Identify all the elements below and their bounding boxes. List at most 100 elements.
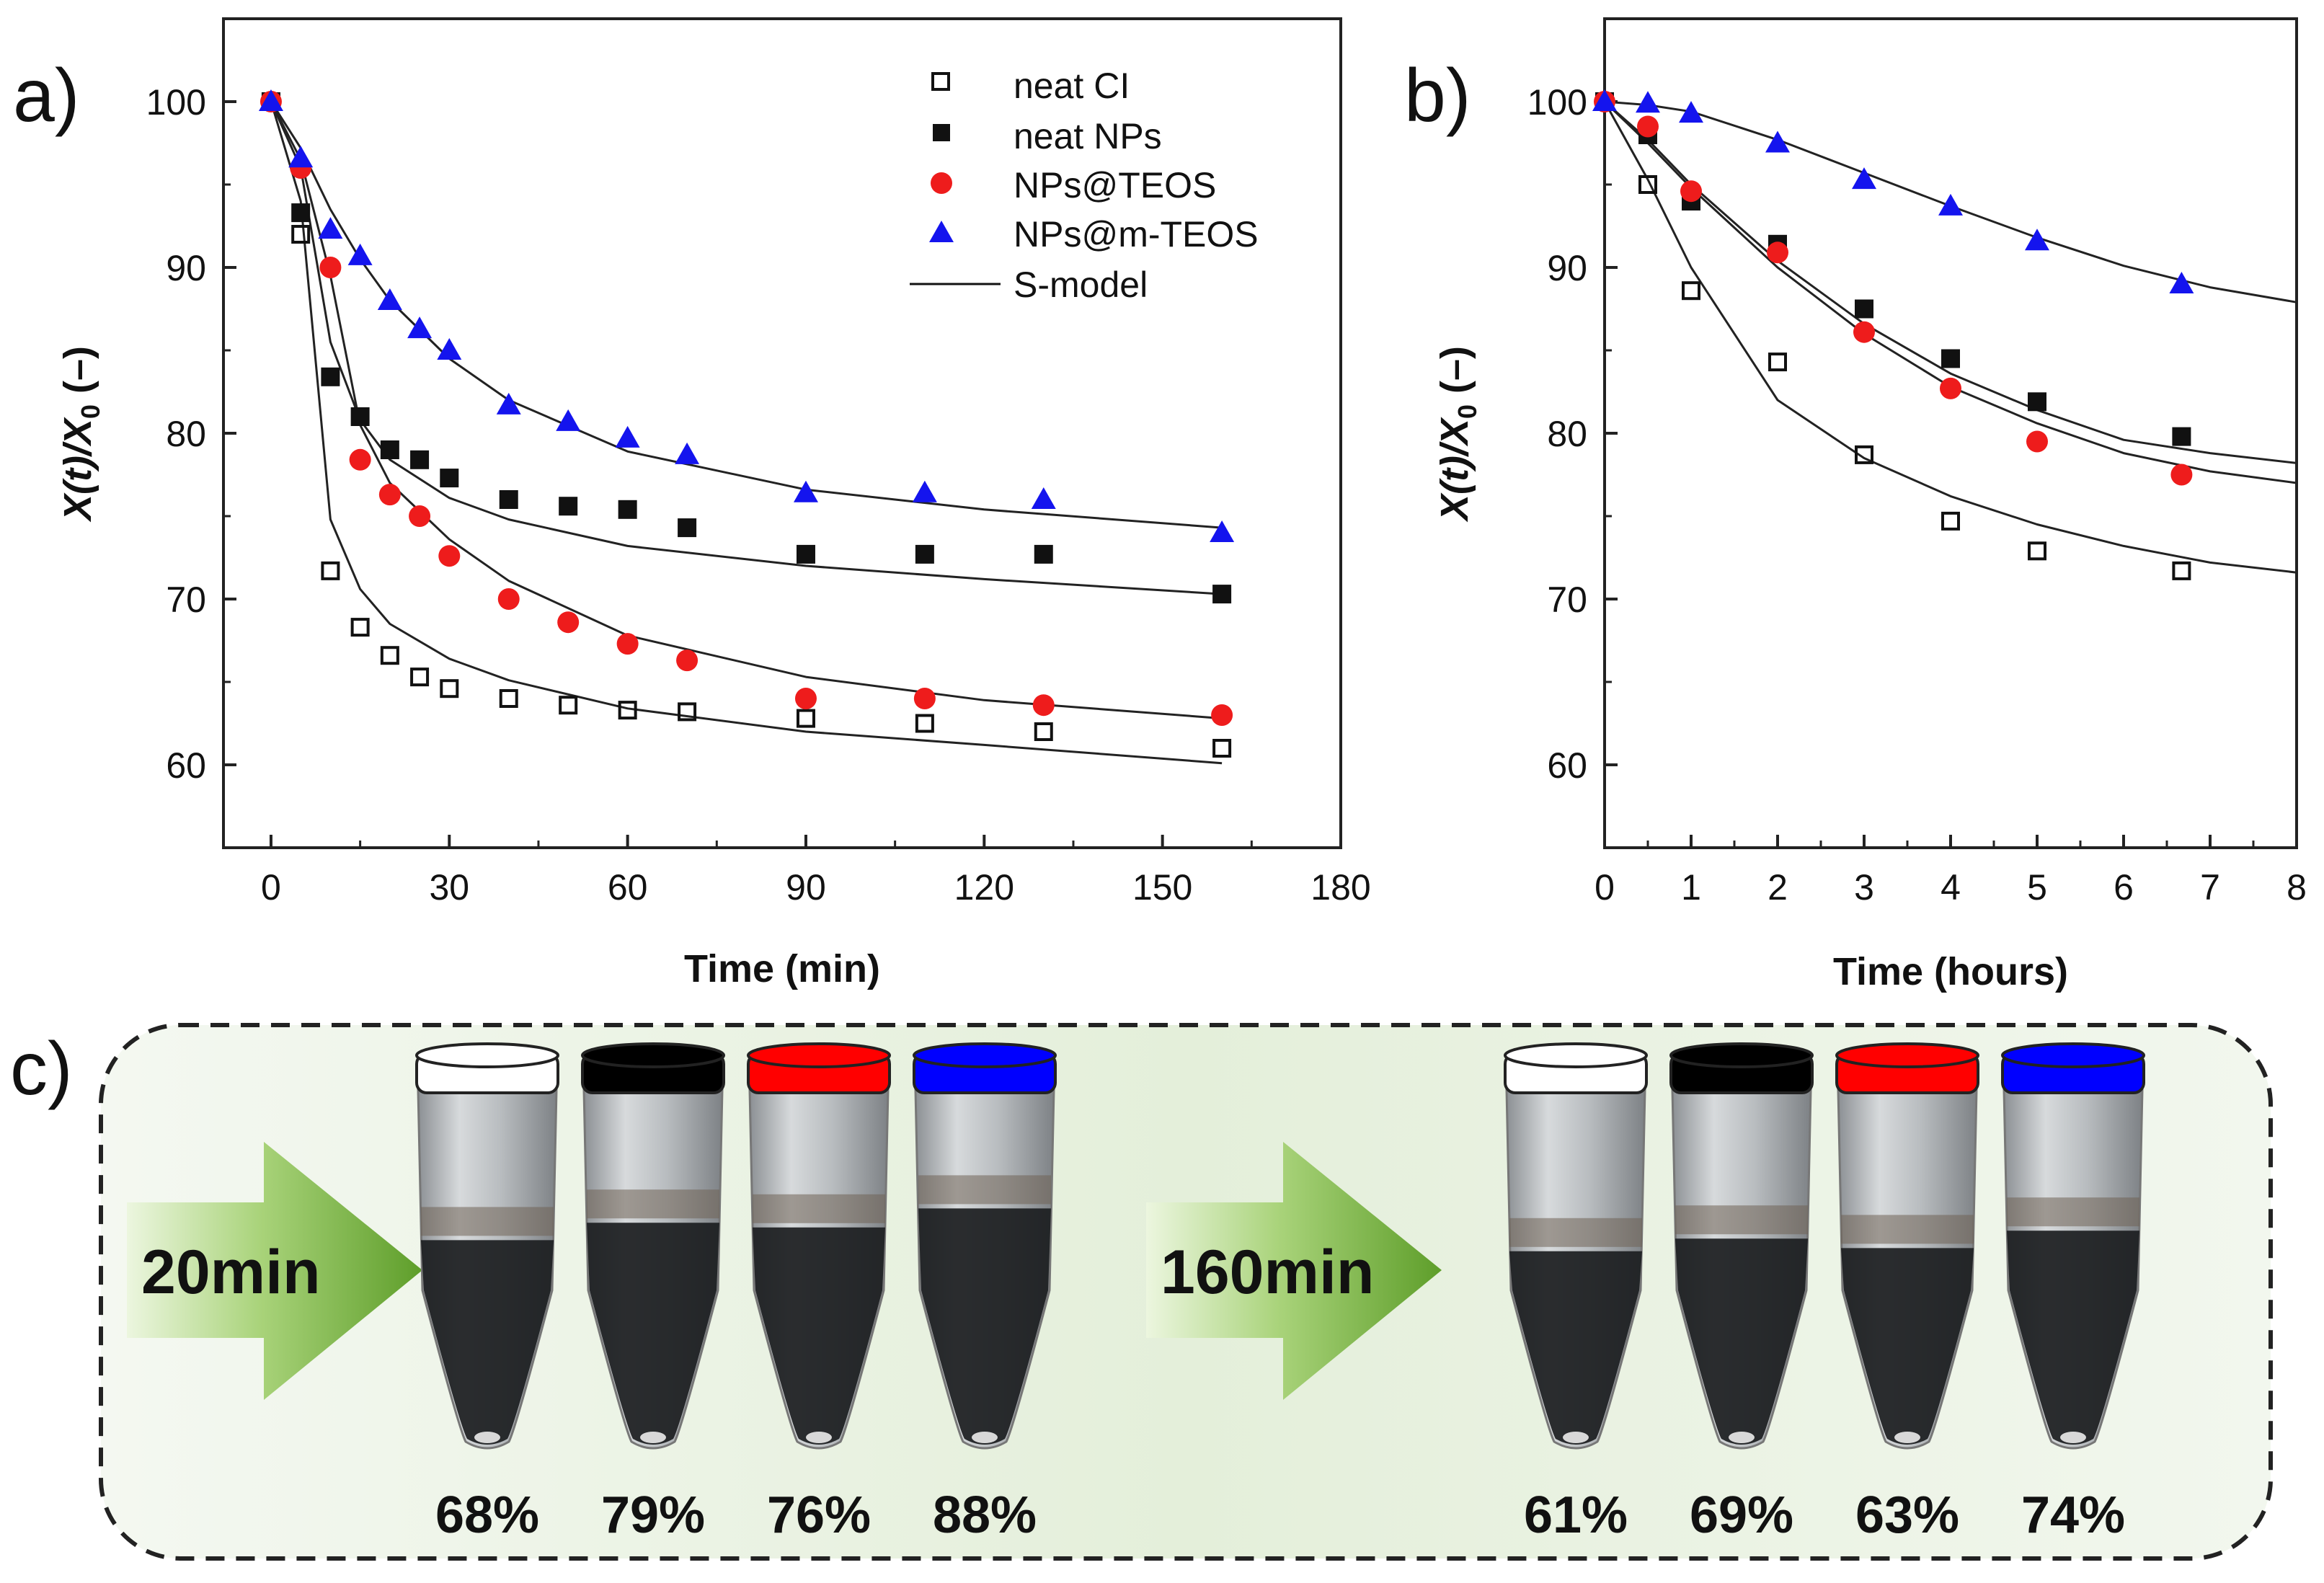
chart-b-ytick-label: 70 bbox=[1547, 580, 1587, 620]
chart-b-xtick-label: 1 bbox=[1681, 867, 1701, 908]
legend-label-nps-m-teos: NPs@m-TEOS bbox=[1014, 214, 1259, 254]
chart-a-point-nps-teos bbox=[319, 257, 342, 278]
chart-b-xtick-label: 5 bbox=[2027, 867, 2047, 908]
chart-b-frame bbox=[1603, 17, 2298, 849]
chart-a-point-neat-nps bbox=[380, 440, 399, 459]
legend-marker-nps-teos bbox=[931, 172, 952, 194]
chart-a-point-nps-m-teos bbox=[556, 409, 581, 431]
chart-a-xtick-label: 0 bbox=[261, 867, 281, 908]
tube-cap-top bbox=[415, 1042, 559, 1068]
tube-tip bbox=[640, 1432, 666, 1443]
chart-b-point-nps-teos bbox=[1940, 377, 1961, 399]
chart-b-xtick-label: 7 bbox=[2200, 867, 2220, 908]
chart-b-point-neat-ci bbox=[1941, 511, 1960, 531]
tube-cap-top bbox=[913, 1042, 1057, 1068]
chart-a-point-neat-nps bbox=[618, 500, 637, 519]
chart-a-point-nps-m-teos bbox=[912, 480, 937, 502]
tube-sediment bbox=[1675, 1238, 1808, 1445]
ylabel-b-part1: X( bbox=[1433, 477, 1476, 523]
ylabel-b-t: t bbox=[1433, 467, 1476, 482]
chart-b-point-nps-m-teos bbox=[1679, 101, 1703, 123]
chart-a-ylabel: X(t)/X0 (–) bbox=[56, 346, 105, 523]
chart-a-point-neat-ci bbox=[380, 646, 399, 665]
tube-cap-top bbox=[1835, 1042, 1979, 1068]
panel-label-a: a) bbox=[13, 54, 79, 138]
tube-1-1: 69% bbox=[1669, 1042, 1814, 1544]
chart-a-model-neat-nps bbox=[270, 101, 1223, 595]
tube-1-3: 74% bbox=[2001, 1042, 2145, 1544]
chart-b-point-neat-ci bbox=[1768, 352, 1787, 372]
tube-1-0: 61% bbox=[1504, 1042, 1648, 1544]
legend-marker-nps-m-teos bbox=[929, 221, 954, 242]
ylabel-a-part1: X( bbox=[56, 477, 99, 523]
chart-a-point-neat-nps bbox=[796, 544, 815, 564]
chart-b: 0 1 2 3 4 5 6 7 8 60 70 80 90 100 Time (hours) X(t)/X… bbox=[1433, 17, 2307, 993]
chart-a-points bbox=[258, 89, 1235, 758]
tube-sediment bbox=[587, 1223, 719, 1445]
arrow-0 bbox=[127, 1142, 422, 1400]
tube-percent: 68% bbox=[435, 1486, 539, 1544]
chart-a-point-nps-teos bbox=[1032, 694, 1055, 717]
chart-a-point-nps-teos bbox=[438, 545, 461, 567]
chart-a-point-nps-m-teos bbox=[1031, 487, 1056, 509]
tube-percent: 63% bbox=[1855, 1486, 1959, 1544]
chart-a-ytick-label: 70 bbox=[166, 580, 206, 620]
chart-a-point-nps-teos bbox=[497, 588, 520, 610]
chart-a-point-neat-ci bbox=[1034, 722, 1053, 741]
chart-b-point-neat-nps bbox=[2028, 392, 2046, 412]
chart-a-point-nps-m-teos bbox=[1210, 520, 1235, 542]
tube-percent: 88% bbox=[933, 1486, 1037, 1544]
chart-a: 0 30 60 90 120 150 180 60 70 80 90 100 Time (min) X… bbox=[56, 17, 1371, 990]
chart-a-point-neat-ci bbox=[291, 225, 311, 244]
tube-percent: 76% bbox=[767, 1486, 871, 1544]
chart-a-point-neat-ci bbox=[321, 561, 340, 580]
legend-label-nps-teos: NPs@TEOS bbox=[1014, 165, 1216, 205]
chart-b-point-neat-nps bbox=[2172, 427, 2191, 446]
chart-b-point-neat-ci bbox=[1682, 281, 1700, 301]
chart-b-ytick-label: 100 bbox=[1527, 82, 1587, 123]
chart-a-point-neat-ci bbox=[440, 679, 459, 699]
chart-a-point-neat-ci bbox=[499, 689, 518, 708]
chart-b-point-nps-m-teos bbox=[1852, 167, 1876, 190]
chart-b-point-nps-teos bbox=[2170, 464, 2193, 486]
chart-a-point-nps-teos bbox=[1211, 704, 1233, 726]
ylabel-b-sub: 0 bbox=[1452, 404, 1482, 419]
chart-a-point-nps-teos bbox=[913, 688, 936, 709]
ylabel-a-part2: )/X bbox=[56, 417, 99, 472]
chart-b-point-neat-nps bbox=[1941, 349, 1960, 368]
chart-b-point-nps-teos bbox=[1637, 115, 1659, 138]
chart-a-point-nps-m-teos bbox=[496, 392, 521, 414]
tube-sediment bbox=[918, 1208, 1051, 1445]
chart-b-point-neat-ci bbox=[2028, 541, 2046, 561]
chart-a-point-neat-nps bbox=[559, 497, 578, 516]
chart-b-model-neat-ci bbox=[1603, 101, 2297, 574]
tube-percent: 79% bbox=[601, 1486, 705, 1544]
chart-b-ytick-label: 60 bbox=[1547, 745, 1587, 786]
chart-a-point-nps-teos bbox=[557, 611, 580, 634]
chart-a-ytick-label: 60 bbox=[166, 745, 206, 786]
tube-cap-top bbox=[581, 1042, 725, 1068]
chart-b-xtick-label: 2 bbox=[1768, 867, 1788, 908]
tube-0-1: 79% bbox=[581, 1042, 725, 1544]
chart-a-point-neat-ci bbox=[915, 714, 934, 733]
tubes: 68% 79% 76% 88% 61% 69% 63% 74% bbox=[415, 1042, 2145, 1544]
chart-a-point-neat-nps bbox=[915, 544, 934, 564]
ylabel-a-tail: (–) bbox=[56, 346, 99, 404]
chart-a-ytick-label: 80 bbox=[166, 414, 206, 454]
chart-a-point-nps-m-teos bbox=[258, 89, 283, 111]
chart-a-point-nps-m-teos bbox=[675, 442, 700, 464]
chart-b-xtick-label: 3 bbox=[1854, 867, 1874, 908]
chart-b-xtick-label: 6 bbox=[2114, 867, 2134, 908]
chart-b-point-nps-teos bbox=[1680, 180, 1702, 203]
legend-label-neat-ci: neat CI bbox=[1014, 66, 1130, 106]
ylabel-a-sub: 0 bbox=[76, 404, 105, 419]
tube-cap-top bbox=[1504, 1042, 1648, 1068]
chart-b-xtick-label: 4 bbox=[1941, 867, 1961, 908]
chart-a-xtick-label: 60 bbox=[608, 867, 648, 908]
chart-b-point-nps-m-teos bbox=[1765, 130, 1790, 153]
tube-tip bbox=[1563, 1432, 1589, 1443]
legend: neat CI neat NPs NPs@TEOS NPs@m-TEOS S-m… bbox=[910, 66, 1259, 305]
chart-b-point-neat-ci bbox=[2172, 561, 2191, 580]
chart-b-ytick-label: 80 bbox=[1547, 414, 1587, 454]
